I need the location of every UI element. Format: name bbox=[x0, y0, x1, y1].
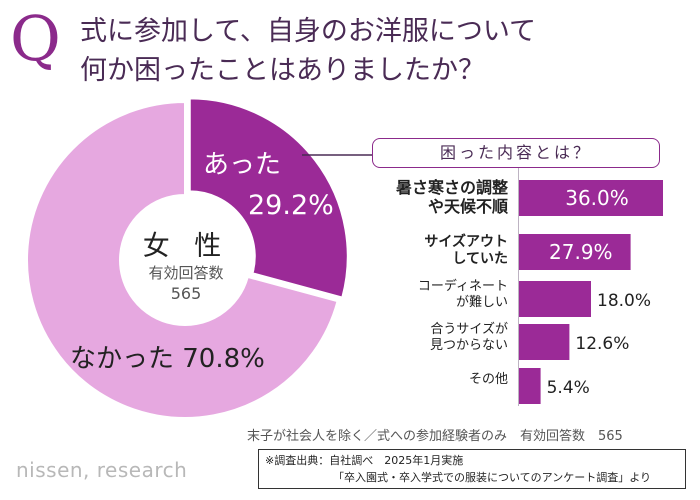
source-box: ※調査出典：自社調べ 2025年1月実施 「卒入園式・卒入学式での服装についての… bbox=[258, 449, 686, 489]
center-title: 女 性 bbox=[142, 231, 230, 262]
bar-1 bbox=[519, 234, 631, 270]
bar-category-2-line1: コーディネート bbox=[417, 279, 508, 294]
bar-value-label-2: 18.0% bbox=[597, 291, 651, 311]
pie-label-yes: あった bbox=[203, 150, 282, 180]
pie-slice-1 bbox=[26, 100, 339, 419]
source-line-2: 「卒入園式・卒入学式での服装についてのアンケート調査」より bbox=[333, 471, 652, 484]
bar-category-1-line1: サイズアウト bbox=[424, 234, 508, 250]
callout-box: 困った内容とは？ bbox=[372, 138, 660, 168]
bar-2 bbox=[519, 281, 591, 317]
pie-value-yes: 29.2% bbox=[248, 190, 334, 221]
bar-category-3: 合うサイズが 見つからない bbox=[338, 322, 508, 354]
bar-value-label-1: 27.9% bbox=[549, 240, 613, 264]
question-line-2: 何か困ったことはありましたか？ bbox=[80, 55, 485, 86]
source-line-1: ※調査出典：自社調べ 2025年1月実施 bbox=[265, 454, 464, 467]
bar-axis-line bbox=[518, 168, 519, 406]
nissen-research-logo: nissen, research bbox=[16, 458, 188, 482]
bar-4 bbox=[519, 368, 541, 404]
pie-slice-0 bbox=[188, 97, 349, 299]
bar-category-2-line2: が難しい bbox=[455, 295, 508, 310]
question-line-1: 式に参加して、自身のお洋服について bbox=[80, 16, 537, 47]
bar-category-2: コーディネート が難しい bbox=[338, 279, 508, 311]
center-sub: 有効回答数 bbox=[148, 264, 224, 282]
bar-category-0-line1: 暑さ寒さの調整 bbox=[395, 178, 508, 197]
bar-category-4: その他 bbox=[338, 372, 508, 388]
bar-value-label-4: 5.4% bbox=[547, 378, 590, 398]
question-mark: Q bbox=[10, 2, 61, 75]
bar-value-label-3: 12.6% bbox=[575, 334, 629, 354]
bar-category-0: 暑さ寒さの調整 や天候不順 bbox=[338, 178, 508, 216]
bar-3 bbox=[519, 324, 570, 360]
bar-category-1: サイズアウト していた bbox=[338, 234, 508, 268]
pie-label-no: なかった 70.8% bbox=[70, 344, 265, 374]
bar-value-label-0: 36.0% bbox=[565, 186, 629, 210]
bar-category-4-line1: その他 bbox=[468, 372, 508, 387]
bar-category-0-line2: や天候不順 bbox=[427, 197, 508, 216]
bar-category-1-line2: していた bbox=[452, 251, 508, 267]
bar-category-3-line2: 見つからない bbox=[429, 338, 508, 353]
bar-category-3-line1: 合うサイズが bbox=[430, 322, 508, 337]
footnote: 末子が社会人を除く／式への参加経験者のみ 有効回答数 565 bbox=[247, 429, 623, 444]
center-count: 565 bbox=[170, 284, 202, 303]
bar-0 bbox=[519, 180, 663, 216]
